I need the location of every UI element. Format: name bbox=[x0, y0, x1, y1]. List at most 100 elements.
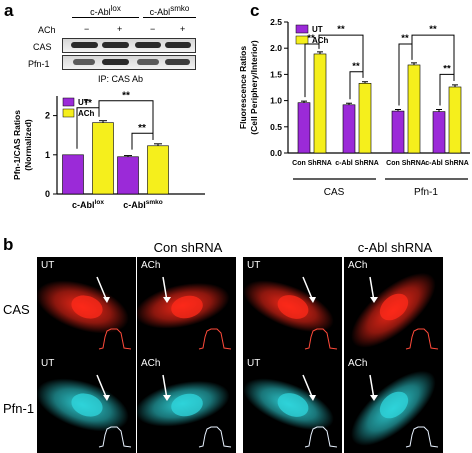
x-category-super: smko bbox=[146, 199, 163, 206]
x-category-label: c-Ablsmko bbox=[123, 199, 163, 210]
legend-label: ACh bbox=[312, 36, 329, 45]
intensity-profile-trace bbox=[405, 328, 439, 350]
x-category-super: lox bbox=[95, 199, 105, 206]
measurement-arrow-head bbox=[309, 297, 316, 303]
y-axis-title-line: Fluorescence Ratios bbox=[238, 46, 248, 129]
column-title-c-abl-shrna: c-Abl shRNA bbox=[357, 240, 433, 255]
x-category-name: c-Abl bbox=[123, 200, 146, 210]
blot-genotype-header-smko: c-Ablsmko bbox=[143, 5, 196, 18]
treatment-tag: ACh bbox=[348, 260, 368, 271]
treatment-tag: UT bbox=[247, 358, 261, 369]
y-tick-label: 0.5 bbox=[270, 122, 282, 132]
blot-ip-label: IP: CAS Ab bbox=[98, 74, 144, 84]
blot-row-label-cas: CAS bbox=[33, 42, 52, 52]
legend-label: UT bbox=[78, 98, 89, 107]
x-category-name: c-Abl bbox=[72, 200, 95, 210]
significance-mark: ** bbox=[307, 33, 315, 44]
blot-genotype-name: c-Abl bbox=[90, 7, 111, 17]
treatment-tag: ACh bbox=[348, 358, 368, 369]
measurement-arrow-head bbox=[103, 297, 110, 303]
treatment-tag: UT bbox=[41, 358, 55, 369]
significance-bracket bbox=[349, 71, 364, 100]
significance-bracket bbox=[98, 100, 154, 140]
blot-genotype-header-lox: c-Abllox bbox=[72, 5, 139, 18]
y-axis-title: Pfn-1/CAS Ratios(Normalized) bbox=[12, 110, 33, 180]
y-tick-label: 0 bbox=[45, 189, 50, 199]
cell-image bbox=[137, 374, 232, 448]
significance-mark: ** bbox=[84, 98, 92, 109]
significance-bracket bbox=[398, 43, 413, 106]
bar-ach bbox=[407, 64, 421, 154]
blot-ach-sign: − bbox=[150, 24, 156, 34]
micrograph-cas-3: UT bbox=[243, 257, 342, 355]
y-tick-label: 2.0 bbox=[270, 43, 282, 53]
bar-ut bbox=[432, 111, 446, 154]
bar-ut bbox=[391, 110, 405, 154]
x-category-label: Con ShRNA bbox=[386, 160, 426, 167]
bar-ach bbox=[448, 86, 462, 154]
micrograph-pfn1-2: ACh bbox=[137, 355, 236, 453]
cell-image bbox=[351, 272, 439, 350]
legend-swatch-ach bbox=[295, 35, 309, 45]
significance-bracket bbox=[304, 43, 320, 98]
significance-mark: ** bbox=[337, 24, 345, 35]
significance-bracket bbox=[318, 34, 364, 78]
y-axis-title-line: Pfn-1/CAS Ratios bbox=[12, 110, 22, 180]
significance-bracket bbox=[439, 73, 455, 106]
cell-nucleus-region bbox=[71, 393, 103, 417]
y-tick-label: 1.0 bbox=[270, 96, 282, 106]
measurement-arrow-head bbox=[370, 297, 378, 303]
measurement-arrow-head bbox=[163, 297, 171, 303]
y-axis-title: Fluorescence Ratios(Cell Periphery/Inter… bbox=[238, 40, 259, 135]
group-label: CAS bbox=[324, 187, 345, 198]
bar-ut bbox=[117, 156, 139, 195]
intensity-profile-trace bbox=[198, 328, 232, 350]
micrograph-pfn1-4: ACh bbox=[344, 355, 443, 453]
intensity-profile-trace bbox=[98, 426, 132, 448]
cell-image bbox=[351, 370, 439, 448]
panel-label-c: c bbox=[250, 1, 260, 20]
measurement-arrow-head bbox=[309, 395, 316, 401]
cell-nucleus-region bbox=[277, 393, 309, 417]
cell-image bbox=[37, 276, 132, 350]
row-title-pfn1: Pfn-1 bbox=[3, 401, 35, 416]
pfn1-blot-strip bbox=[62, 55, 196, 70]
intensity-profile-trace bbox=[405, 426, 439, 448]
measurement-arrow-head bbox=[370, 395, 378, 401]
bar-ach bbox=[147, 145, 169, 195]
cell-image bbox=[243, 374, 338, 448]
x-category-label: c-Abl ShRNA bbox=[335, 160, 379, 167]
measurement-arrow-head bbox=[103, 395, 110, 401]
cas-blot-strip bbox=[62, 38, 196, 53]
panel-label-a: a bbox=[4, 1, 14, 20]
intensity-profile-trace bbox=[304, 426, 338, 448]
y-tick-label: 0.0 bbox=[270, 148, 282, 158]
significance-bracket bbox=[411, 34, 455, 81]
measurement-arrow-head bbox=[163, 395, 171, 401]
legend-swatch-ut bbox=[62, 97, 75, 107]
treatment-tag: ACh bbox=[141, 358, 161, 369]
micrograph-pfn1-1: UT bbox=[37, 355, 136, 453]
blot-band bbox=[102, 59, 129, 65]
blot-ach-sign: + bbox=[117, 24, 123, 34]
micrograph-cas-2: ACh bbox=[137, 257, 236, 355]
treatment-tag: UT bbox=[41, 260, 55, 271]
significance-mark: ** bbox=[401, 33, 409, 44]
blot-genotype-super: smko bbox=[170, 4, 190, 13]
y-axis-title-line: (Cell Periphery/Interior) bbox=[249, 40, 259, 135]
legend-swatch-ach bbox=[62, 108, 75, 118]
micrograph-cas-1: UT bbox=[37, 257, 136, 355]
legend-label: ACh bbox=[78, 109, 95, 118]
blot-band bbox=[165, 59, 190, 65]
cell-image bbox=[137, 276, 232, 350]
significance-bracket bbox=[76, 107, 100, 149]
legend-swatch-ut bbox=[295, 24, 309, 34]
x-category-label: Con ShRNA bbox=[292, 160, 332, 167]
significance-mark: ** bbox=[352, 61, 360, 72]
blot-ach-sign: + bbox=[180, 24, 186, 34]
intensity-profile-trace bbox=[98, 328, 132, 350]
blot-band bbox=[102, 42, 129, 48]
group-label: Pfn-1 bbox=[414, 187, 438, 198]
blot-band bbox=[71, 42, 98, 48]
y-tick-label: 1.5 bbox=[270, 69, 282, 79]
